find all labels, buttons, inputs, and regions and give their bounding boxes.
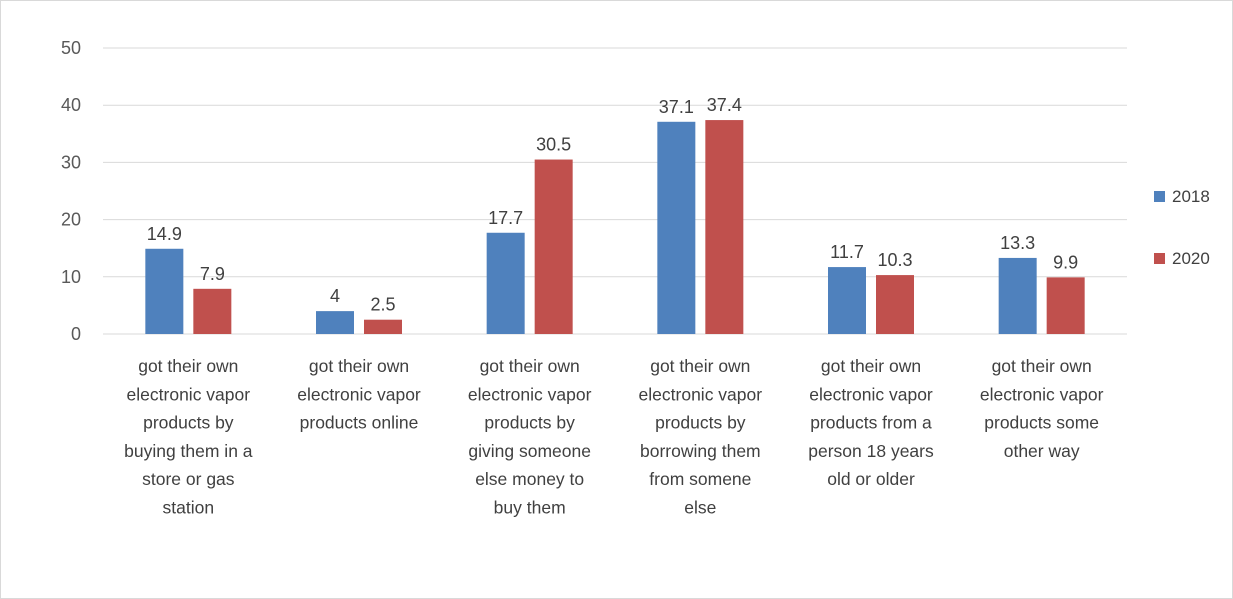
category-label-line: got their own xyxy=(650,356,750,376)
category-label-line: buy them xyxy=(494,498,566,518)
legend-swatch-2020 xyxy=(1154,253,1165,264)
data-label-2020: 37.4 xyxy=(707,95,742,115)
category-label-line: got their own xyxy=(992,356,1092,376)
y-tick-label: 40 xyxy=(61,95,81,115)
category-label-line: old or older xyxy=(827,469,915,489)
bar-2018 xyxy=(999,258,1037,334)
legend-swatch-2018 xyxy=(1154,191,1165,202)
bar-2020 xyxy=(364,320,402,334)
category-label-line: electronic vapor xyxy=(127,384,251,404)
bar-2020 xyxy=(876,275,914,334)
category-label: got their own electronic vapor products by… xyxy=(468,356,592,518)
category-label-line: else xyxy=(684,498,716,518)
legend-label-2020: 2020 xyxy=(1172,249,1210,268)
category-label-line: products some xyxy=(984,413,1099,433)
category-label-line: products from a xyxy=(810,413,932,433)
data-label-2020: 7.9 xyxy=(200,264,225,284)
category-label-line: borrowing them xyxy=(640,441,761,461)
data-label-2018: 11.7 xyxy=(830,242,864,262)
category-label-line: buying them in a xyxy=(124,441,253,461)
category-label-line: got their own xyxy=(309,356,409,376)
data-label-2018: 14.9 xyxy=(147,224,182,244)
data-label-2020: 30.5 xyxy=(536,135,571,155)
y-tick-label: 10 xyxy=(61,267,81,287)
bar-2018 xyxy=(316,311,354,334)
legend-label-2018: 2018 xyxy=(1172,187,1210,206)
category-labels: got their own electronic vapor products by… xyxy=(124,356,1103,518)
category-label-line: store or gas xyxy=(142,469,235,489)
category-label-line: electronic vapor xyxy=(639,384,763,404)
category-label-line: got their own xyxy=(138,356,238,376)
category-label-line: products by xyxy=(655,413,746,433)
category-label-line: products online xyxy=(300,413,419,433)
category-label-line: person 18 years xyxy=(808,441,934,461)
data-label-2018: 37.1 xyxy=(659,97,694,117)
data-label-2020: 10.3 xyxy=(877,250,912,270)
y-tick-label: 20 xyxy=(61,210,81,230)
y-axis-tick-labels: 0 10 20 30 40 50 xyxy=(61,38,81,344)
bar-2018 xyxy=(145,249,183,334)
data-label-2018: 4 xyxy=(330,286,340,306)
category-label: got their own electronic vapor products fr… xyxy=(808,356,934,489)
bar-2018 xyxy=(828,267,866,334)
bars xyxy=(145,120,1084,334)
data-label-2018: 13.3 xyxy=(1000,233,1035,253)
category-label-line: electronic vapor xyxy=(297,384,421,404)
bar-2020 xyxy=(535,160,573,334)
bar-2020 xyxy=(193,289,231,334)
data-label-2018: 17.7 xyxy=(488,208,523,228)
category-label-line: got their own xyxy=(480,356,580,376)
gridlines xyxy=(103,48,1127,277)
category-label-line: products by xyxy=(143,413,234,433)
category-label: got their own electronic vapor products on… xyxy=(297,356,421,433)
bar-2018 xyxy=(487,233,525,334)
legend: 2018 2020 xyxy=(1154,187,1210,268)
category-label-line: products by xyxy=(484,413,575,433)
data-label-2020: 9.9 xyxy=(1053,252,1078,272)
data-label-2020: 2.5 xyxy=(370,295,395,315)
category-label-line: electronic vapor xyxy=(468,384,592,404)
y-tick-label: 50 xyxy=(61,38,81,58)
category-label-line: from somene xyxy=(649,469,751,489)
bar-2020 xyxy=(1047,277,1085,334)
category-label-line: station xyxy=(163,498,215,518)
category-label-line: other way xyxy=(1004,441,1080,461)
category-label-line: else money to xyxy=(475,469,584,489)
y-tick-label: 30 xyxy=(61,152,81,172)
category-label: got their own electronic vapor products so… xyxy=(980,356,1104,461)
category-label-line: got their own xyxy=(821,356,921,376)
y-tick-label: 0 xyxy=(71,324,81,344)
category-label: got their own electronic vapor products by… xyxy=(124,356,253,518)
bar-2020 xyxy=(705,120,743,334)
bar-2018 xyxy=(657,122,695,334)
data-labels: 14.9 4 17.7 37.1 11.7 13.3 7.9 2.5 30.5 37.4 10.3 9… xyxy=(147,95,1078,315)
category-label-line: electronic vapor xyxy=(980,384,1104,404)
category-label-line: electronic vapor xyxy=(809,384,933,404)
category-label: got their own electronic vapor products by… xyxy=(639,356,763,518)
category-label-line: giving someone xyxy=(468,441,591,461)
